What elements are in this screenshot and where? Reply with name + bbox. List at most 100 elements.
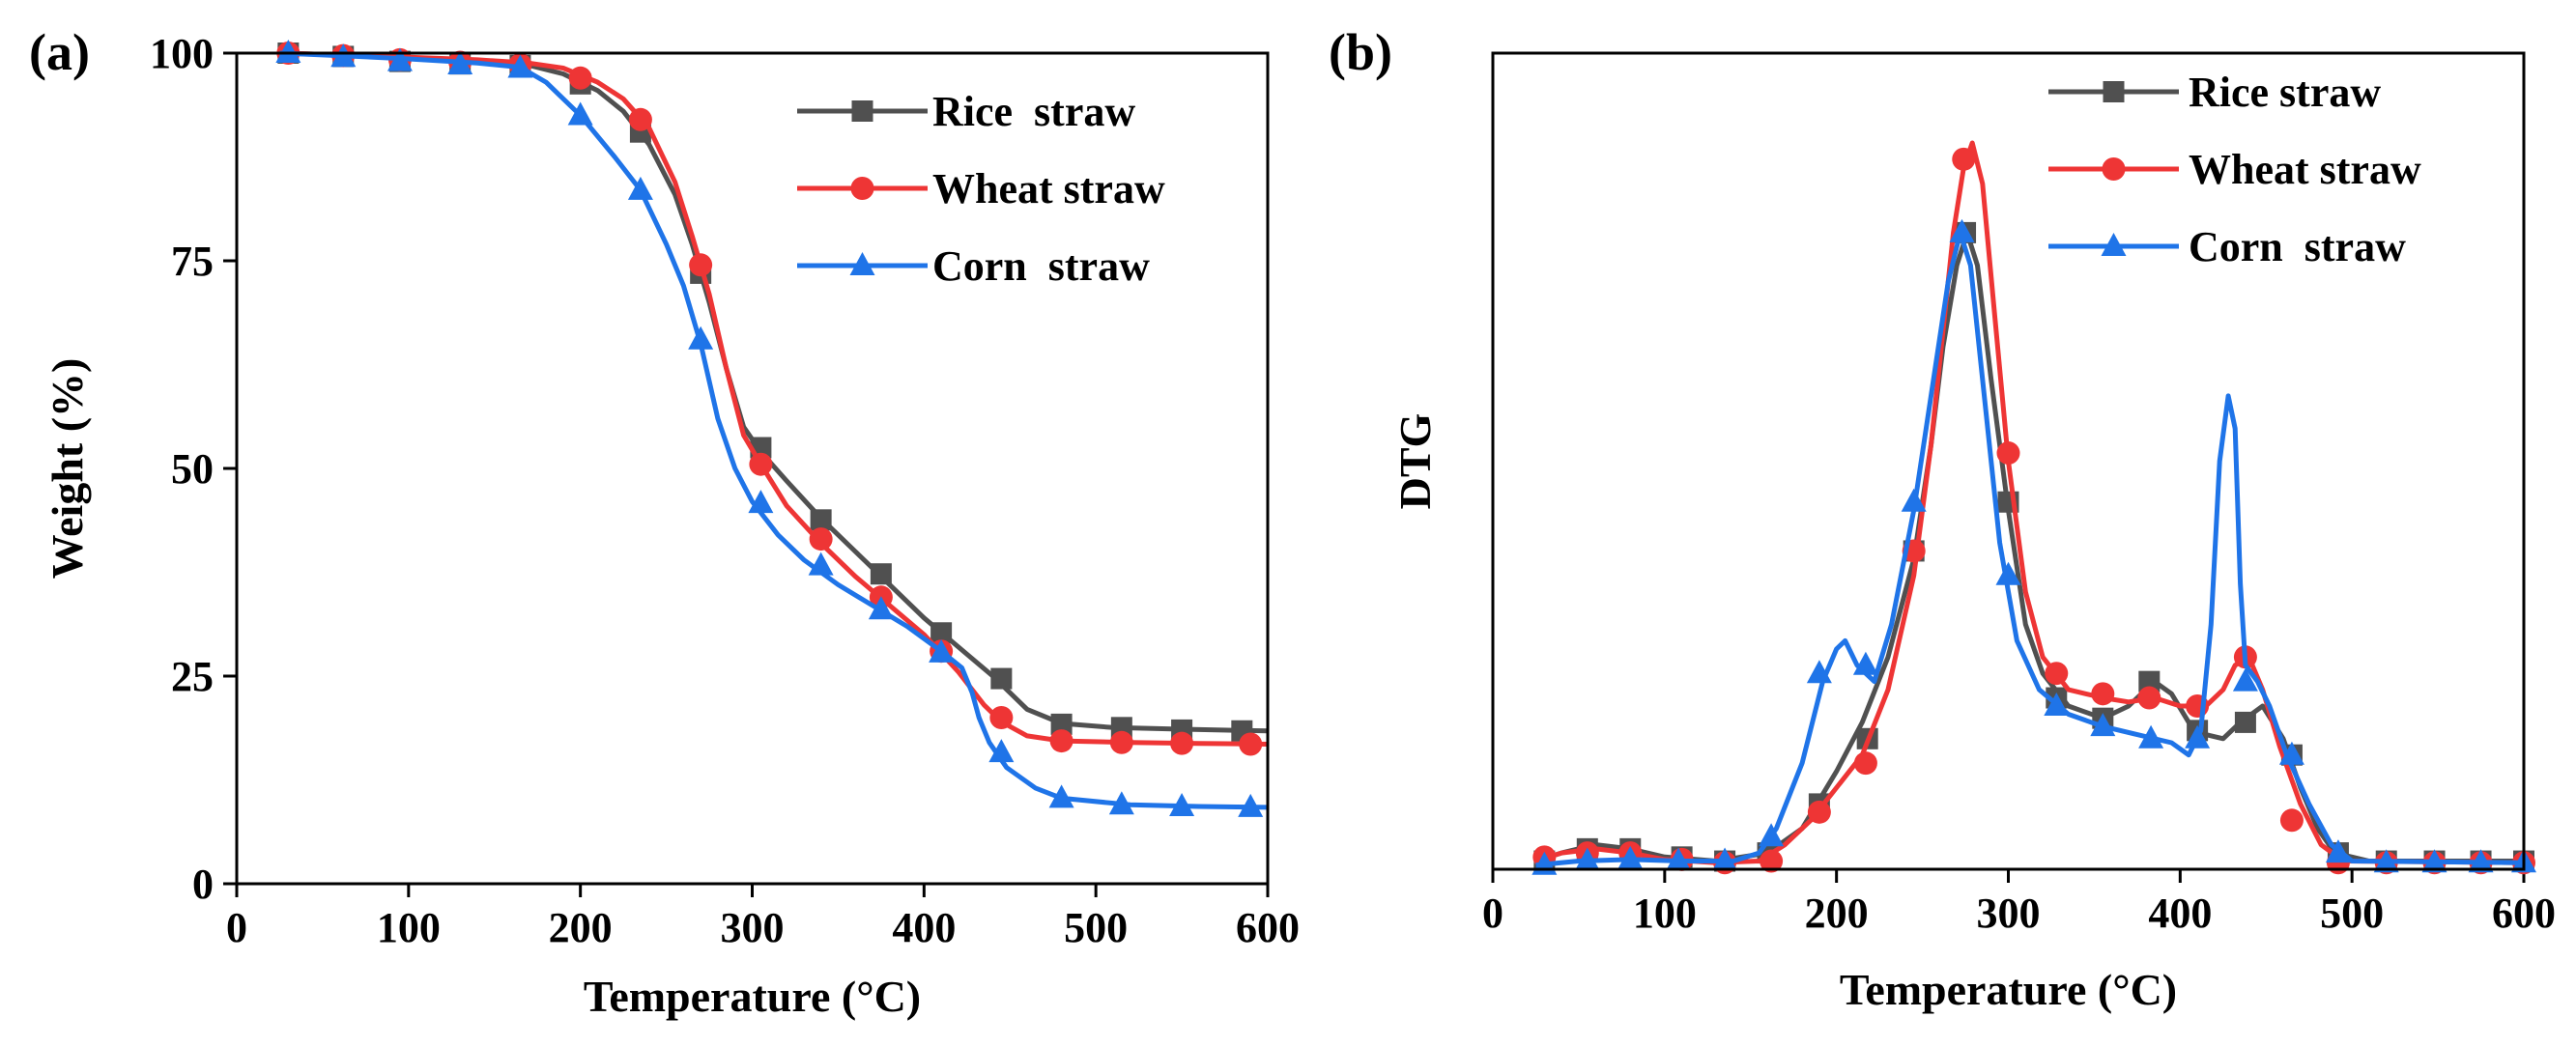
data-point-wheat bbox=[1996, 441, 2020, 466]
x-tick-label: 200 bbox=[549, 904, 613, 951]
x-tick-label: 0 bbox=[1482, 890, 1503, 937]
series-corn bbox=[1531, 218, 2536, 875]
series-corn bbox=[275, 40, 1269, 817]
x-tick-label: 100 bbox=[377, 904, 441, 951]
data-point-corn bbox=[808, 551, 834, 576]
legend-marker-corn bbox=[2101, 233, 2127, 256]
data-point-corn bbox=[1666, 847, 1692, 871]
y-tick-label: 25 bbox=[171, 653, 214, 700]
panel-a-legend: Rice straw Wheat straw Corn straw bbox=[797, 88, 1165, 290]
data-point-wheat bbox=[2091, 682, 2115, 706]
data-point-rice bbox=[870, 563, 892, 585]
panel-b-y-axis-label: DTG bbox=[1390, 413, 1440, 510]
panel-a-plot-frame bbox=[235, 51, 1270, 886]
data-point-corn bbox=[1995, 561, 2021, 585]
data-point-corn bbox=[1712, 847, 1738, 871]
series-line-rice bbox=[1534, 230, 2524, 863]
data-point-corn bbox=[507, 54, 533, 78]
data-point-wheat bbox=[1952, 147, 1976, 171]
data-point-corn bbox=[2325, 839, 2351, 863]
data-point-wheat bbox=[809, 527, 833, 551]
data-point-wheat bbox=[1760, 849, 1784, 873]
x-tick-label: 600 bbox=[2492, 890, 2556, 937]
data-point-corn bbox=[688, 325, 714, 350]
data-point-corn bbox=[1759, 823, 1785, 847]
legend-label-corn: Corn straw bbox=[932, 242, 1150, 290]
data-point-wheat bbox=[568, 66, 592, 90]
data-point-corn bbox=[1901, 488, 1927, 512]
data-point-wheat bbox=[749, 452, 773, 476]
legend-marker-rice bbox=[2103, 81, 2125, 102]
x-tick-label: 500 bbox=[1064, 904, 1128, 951]
y-tick-label: 75 bbox=[171, 238, 214, 285]
data-point-corn bbox=[2232, 667, 2258, 692]
legend-marker-wheat bbox=[850, 177, 874, 200]
data-point-corn bbox=[1574, 847, 1600, 871]
data-point-corn bbox=[988, 739, 1015, 763]
data-point-corn bbox=[748, 490, 774, 514]
series-line-wheat bbox=[279, 50, 1269, 747]
data-point-corn bbox=[1108, 791, 1134, 815]
panel-b-x-axis-label: Temperature (°C) bbox=[1840, 965, 2177, 1014]
data-point-corn bbox=[1617, 845, 1644, 869]
series-rice bbox=[277, 42, 1269, 742]
panel-b-plot-frame bbox=[1491, 51, 2526, 871]
series-line-corn bbox=[279, 50, 1269, 810]
panel-a-label: (a) bbox=[29, 23, 90, 81]
data-point-rice bbox=[930, 622, 953, 644]
legend-label-wheat: Wheat straw bbox=[932, 165, 1165, 212]
data-point-corn bbox=[1048, 784, 1074, 808]
legend-label-wheat: Wheat straw bbox=[2189, 146, 2421, 193]
panel-b-dtg-chart: (b) 0 100 200 300 400 500 600 Rice straw Wheat … bbox=[1329, 23, 2556, 1014]
series-rice bbox=[1533, 221, 2534, 872]
data-point-corn bbox=[2421, 849, 2447, 873]
y-tick-label: 50 bbox=[171, 445, 214, 493]
data-point-corn bbox=[868, 596, 894, 620]
panel-b-legend: Rice straw Wheat straw Corn straw bbox=[2048, 69, 2421, 270]
data-point-corn bbox=[929, 638, 955, 663]
data-point-wheat bbox=[989, 706, 1014, 729]
x-tick-label: 500 bbox=[2320, 890, 2384, 937]
data-point-corn bbox=[1169, 793, 1195, 817]
legend-marker-corn bbox=[849, 252, 875, 275]
data-point-corn bbox=[2138, 724, 2164, 749]
x-tick-label: 300 bbox=[1977, 890, 2041, 937]
data-point-wheat bbox=[1239, 732, 1263, 756]
data-point-wheat bbox=[2045, 662, 2069, 686]
data-point-wheat bbox=[2137, 686, 2161, 710]
data-point-corn bbox=[627, 176, 653, 200]
data-point-wheat bbox=[628, 107, 652, 131]
panel-a-series bbox=[275, 40, 1269, 817]
data-point-wheat bbox=[689, 253, 713, 277]
data-point-corn bbox=[1949, 218, 1975, 242]
panel-b-ticks: 0 100 200 300 400 500 600 bbox=[1482, 869, 2556, 937]
data-point-wheat bbox=[1853, 751, 1877, 776]
x-tick-label: 0 bbox=[226, 904, 247, 951]
data-point-wheat bbox=[2279, 808, 2304, 833]
data-point-wheat bbox=[1170, 731, 1194, 755]
data-point-corn bbox=[2090, 713, 2116, 737]
data-point-corn bbox=[386, 47, 413, 71]
panel-a-x-axis-label: Temperature (°C) bbox=[584, 972, 921, 1021]
y-tick-label: 0 bbox=[192, 861, 214, 908]
data-point-corn bbox=[2278, 741, 2304, 765]
data-point-rice bbox=[1050, 713, 1073, 735]
data-point-rice bbox=[810, 509, 832, 531]
data-point-corn bbox=[2185, 724, 2211, 749]
data-point-rice bbox=[990, 667, 1013, 690]
x-tick-label: 400 bbox=[2148, 890, 2212, 937]
x-tick-label: 400 bbox=[892, 904, 956, 951]
panel-a-ticks: 0 100 200 300 400 500 600 0 25 50 75 100 bbox=[150, 30, 1300, 951]
x-tick-label: 600 bbox=[1236, 904, 1300, 951]
data-point-rice bbox=[2138, 670, 2161, 693]
legend-marker-wheat bbox=[2102, 157, 2126, 181]
data-point-corn bbox=[2044, 693, 2070, 716]
data-point-corn bbox=[1806, 660, 1832, 684]
data-point-corn bbox=[275, 40, 301, 63]
x-tick-label: 200 bbox=[1805, 890, 1869, 937]
data-point-wheat bbox=[1807, 800, 1831, 824]
legend-label-rice: Rice straw bbox=[2189, 69, 2381, 116]
panel-a-y-axis-label: Weight (%) bbox=[43, 358, 92, 580]
data-point-corn bbox=[567, 101, 593, 126]
